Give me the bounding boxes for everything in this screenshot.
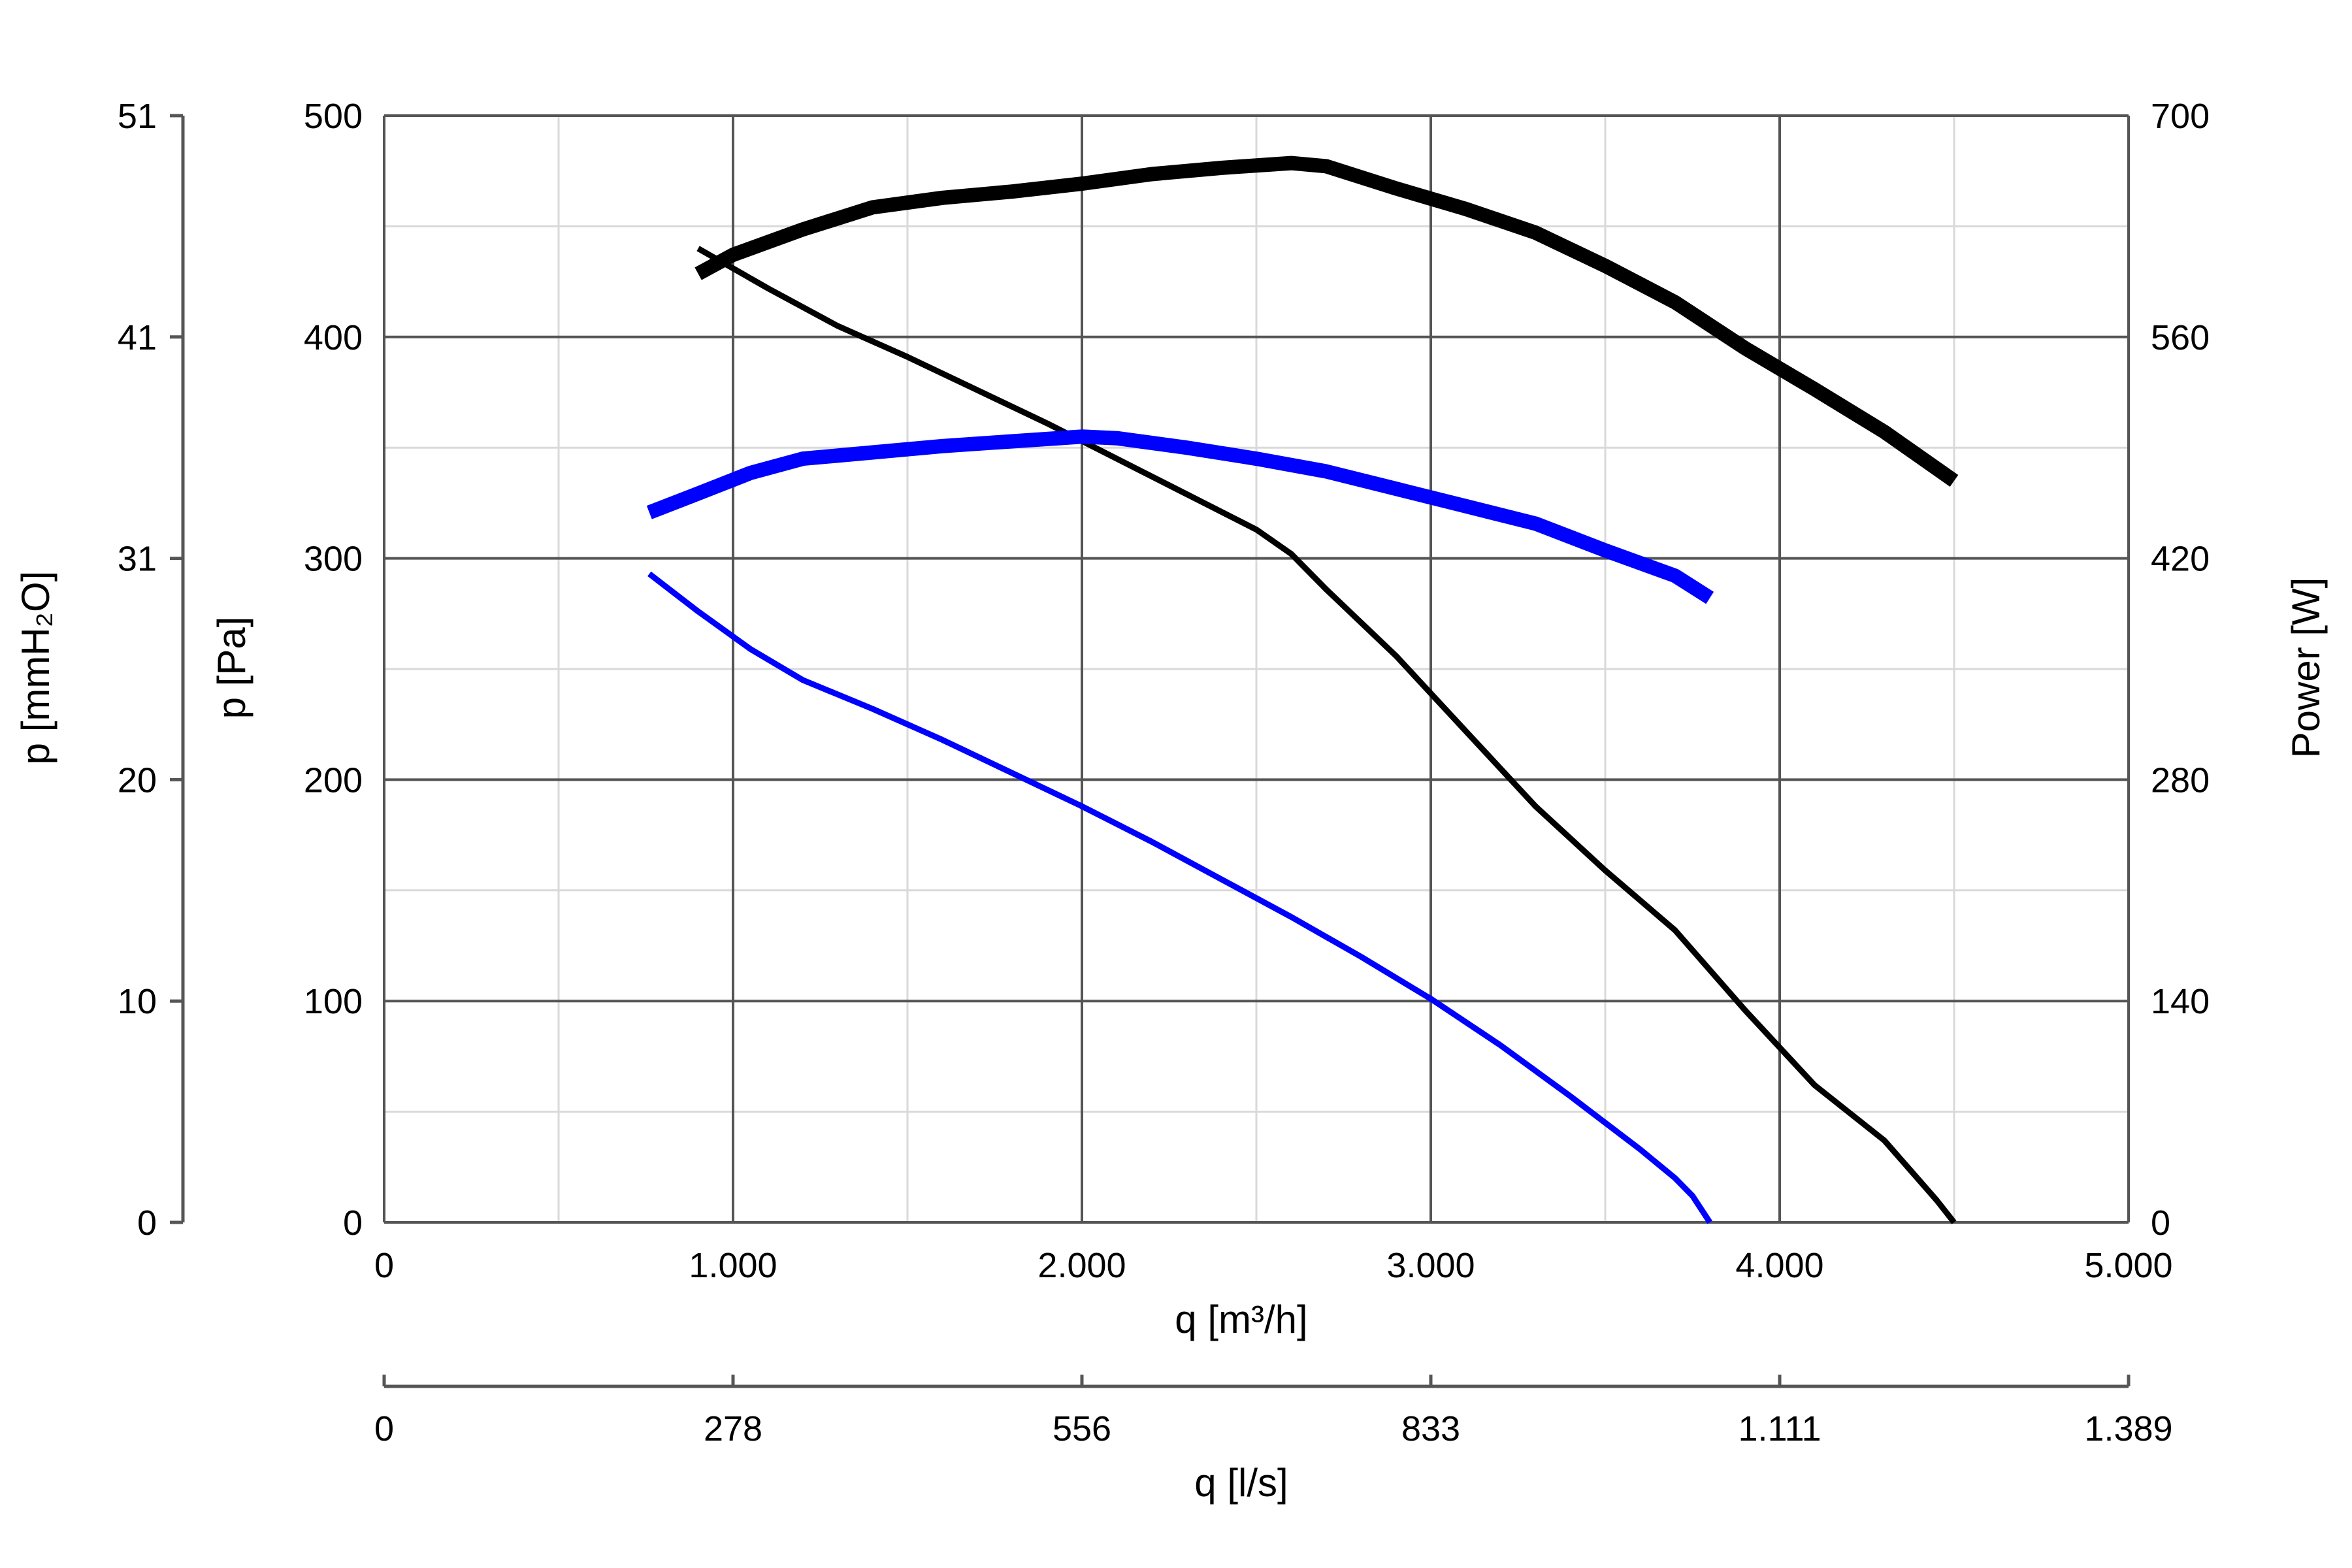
x-secondary-tick-label: 833 bbox=[1401, 1409, 1460, 1448]
y-left-tick-label: 400 bbox=[304, 318, 363, 357]
y-right-tick-label: 420 bbox=[2151, 540, 2210, 579]
x-secondary-tick-label: 1.389 bbox=[2084, 1409, 2172, 1448]
series-line-power-black bbox=[694, 155, 1959, 487]
y-left-tick-label: 0 bbox=[343, 1203, 363, 1243]
series-line-pressure-blue bbox=[647, 571, 1712, 1224]
series-line-pressure-black bbox=[696, 246, 1957, 1224]
x-secondary-tick-label: 1.111 bbox=[1738, 1409, 1821, 1448]
series-lines bbox=[646, 155, 1959, 1224]
y-axis-left-secondary-title: p [mmH₂O] bbox=[14, 571, 57, 765]
y-left-secondary-tick-label: 31 bbox=[118, 540, 157, 579]
x-tick-label: 2.000 bbox=[1037, 1246, 1126, 1285]
series-line-power-blue bbox=[646, 429, 1714, 604]
y-left-tick-label: 200 bbox=[304, 760, 363, 800]
x-secondary-tick-label: 556 bbox=[1053, 1409, 1111, 1448]
y-axis-left-title: p [Pa] bbox=[210, 617, 253, 719]
y-right-tick-label: 280 bbox=[2151, 760, 2210, 800]
y-axis-right-title: Power [W] bbox=[2284, 578, 2328, 759]
y-right-tick-label: 700 bbox=[2151, 97, 2210, 136]
x-tick-label: 4.000 bbox=[1735, 1246, 1823, 1285]
x-tick-label: 0 bbox=[374, 1246, 394, 1285]
x-axis-title: q [m³/h] bbox=[1175, 1298, 1307, 1341]
x-axis-secondary-title: q [l/s] bbox=[1194, 1461, 1288, 1505]
y-right-tick-label: 0 bbox=[2151, 1203, 2170, 1243]
grid bbox=[383, 114, 2130, 1224]
y-right-tick-label: 560 bbox=[2151, 318, 2210, 357]
y-left-secondary-tick-label: 10 bbox=[118, 982, 157, 1021]
x-secondary-tick-label: 0 bbox=[374, 1409, 394, 1448]
y-left-secondary-tick-label: 20 bbox=[118, 760, 157, 800]
x-secondary-tick-label: 278 bbox=[704, 1409, 762, 1448]
axes bbox=[170, 114, 2131, 1388]
y-left-tick-label: 500 bbox=[304, 97, 363, 136]
y-left-secondary-tick-label: 41 bbox=[118, 318, 157, 357]
y-left-tick-label: 100 bbox=[304, 982, 363, 1021]
x-tick-label: 1.000 bbox=[689, 1246, 777, 1285]
y-left-secondary-tick-label: 51 bbox=[118, 97, 157, 136]
x-tick-label: 3.000 bbox=[1386, 1246, 1475, 1285]
y-left-secondary-tick-label: 0 bbox=[137, 1203, 157, 1243]
y-right-tick-label: 140 bbox=[2151, 982, 2210, 1021]
y-left-tick-label: 300 bbox=[304, 540, 363, 579]
x-tick-label: 5.000 bbox=[2084, 1246, 2172, 1285]
